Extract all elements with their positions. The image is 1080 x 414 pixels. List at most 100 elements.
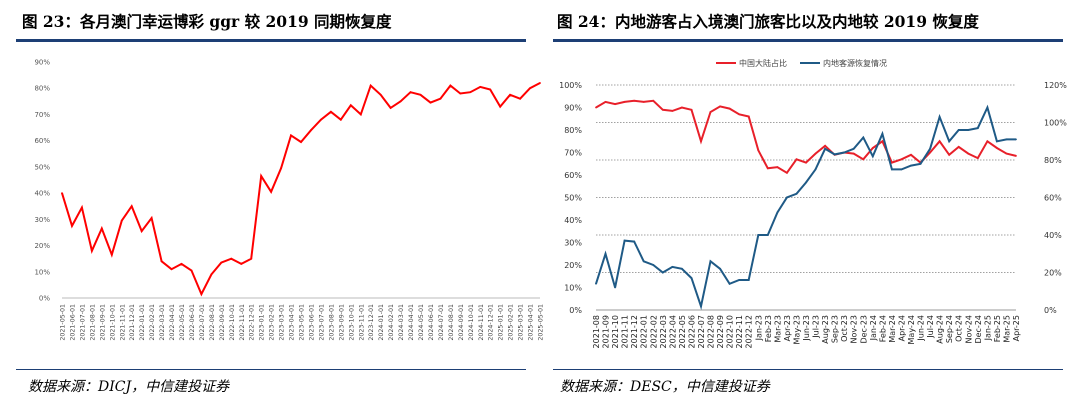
left-y-tick-label: 90%	[564, 104, 582, 113]
x-tick-label: 2021-08-01	[89, 304, 96, 341]
mainland-recovery-point	[728, 282, 731, 285]
x-tick-label: 2021-06-01	[69, 304, 76, 341]
x-tick-label: 2023-11-01	[358, 304, 365, 341]
left-y-tick-label: 60%	[564, 171, 582, 180]
x-tick-label: 2025-04-01	[528, 304, 535, 341]
mainland-recovery-point	[843, 151, 846, 154]
mainland-recovery-point	[986, 106, 989, 109]
mainland-share-point	[766, 167, 769, 170]
mainland-recovery-point	[671, 265, 674, 268]
mainland-share-point	[881, 140, 884, 143]
x-tick-label: 2021-10	[611, 315, 620, 348]
ggr-data-point	[419, 93, 422, 96]
right-y-tick-label: 60%	[1044, 194, 1062, 203]
mainland-share-point	[795, 158, 798, 161]
ggr-data-point	[539, 82, 541, 84]
ggr-data-point	[329, 110, 332, 113]
x-tick-label: Jul-24	[926, 315, 935, 339]
panel2-title-rule	[553, 39, 1063, 42]
ggr-data-point	[220, 261, 223, 264]
ggr-data-point	[81, 206, 83, 209]
mainland-recovery-point	[852, 147, 855, 150]
x-tick-label: 2021-09-01	[99, 304, 106, 341]
ggr-data-point	[429, 101, 432, 104]
mainland-recovery-point	[719, 267, 721, 270]
right-y-tick-label: 0%	[1044, 306, 1057, 315]
mainland-share-point	[747, 115, 750, 118]
x-tick-label: 2024-05-01	[418, 304, 425, 341]
x-tick-label: 2022-05	[678, 315, 687, 348]
x-tick-label: 2022-09-01	[219, 304, 226, 341]
x-tick-label: 2021-11	[621, 315, 630, 348]
mainland-recovery-point	[919, 162, 922, 165]
mainland-share-point	[614, 103, 616, 106]
x-tick-label: Nov-24	[964, 315, 973, 343]
x-tick-label: 2023-10-01	[348, 304, 355, 341]
ggr-data-point	[359, 113, 362, 116]
x-tick-label: 2022-10-01	[229, 304, 236, 341]
left-y-tick-label: 20%	[564, 261, 582, 270]
x-tick-label: 2023-04-01	[289, 304, 296, 341]
mainland-recovery-point	[948, 140, 951, 143]
y-tick-label: 80%	[34, 85, 50, 93]
x-tick-label: Oct-23	[840, 315, 849, 342]
mainland-recovery-point	[938, 115, 941, 118]
mainland-recovery-point	[795, 192, 798, 195]
legend-label: 中国大陆占比	[739, 58, 787, 68]
x-tick-label: Jun-24	[917, 315, 926, 342]
x-tick-label: Aug-24	[936, 315, 945, 344]
mainland-recovery-point	[614, 286, 616, 289]
mainland-recovery-point	[967, 129, 970, 131]
ggr-data-point	[120, 219, 123, 222]
x-tick-label: Aug-23	[821, 315, 830, 344]
ggr-data-point	[90, 249, 93, 252]
ggr-data-point	[200, 293, 203, 295]
x-tick-label: 2022-02-01	[149, 304, 156, 341]
x-tick-label: 2024-12-01	[488, 304, 495, 341]
x-tick-label: 2023-03-01	[279, 304, 286, 341]
mainland-recovery-point	[805, 181, 807, 184]
x-tick-label: Jul-23	[812, 315, 821, 339]
panel2-title: 图 24：内地游客占入境澳门旅客比以及内地较 2019 恢复度	[557, 12, 979, 31]
ggr-data-point	[160, 260, 163, 263]
mainland-share-point	[900, 158, 903, 161]
mainland-share-point	[824, 144, 826, 147]
y-tick-label: 0%	[39, 295, 50, 303]
x-tick-label: 2023-08-01	[328, 304, 335, 341]
right-y-tick-label: 20%	[1044, 269, 1062, 278]
ggr-data-point	[130, 205, 133, 208]
y-tick-label: 70%	[34, 111, 50, 119]
mainland-recovery-point	[957, 129, 960, 131]
ggr-data-point	[339, 118, 342, 121]
mainland-recovery-point	[976, 127, 979, 130]
mainland-share-point	[996, 147, 998, 149]
mainland-recovery-point	[652, 264, 655, 266]
mainland-share-point	[891, 161, 893, 164]
x-tick-label: 2022-10	[726, 315, 735, 348]
x-tick-label: 2025-02-01	[508, 304, 515, 341]
mainland-share-point	[719, 105, 721, 108]
mainland-share-point	[776, 166, 779, 169]
mainland-share-point	[938, 140, 941, 143]
panel1-title-rule	[16, 39, 526, 42]
left-y-tick-label: 100%	[559, 81, 582, 90]
x-tick-label: 2024-11-01	[478, 304, 485, 341]
ggr-data-point	[170, 268, 173, 271]
mainland-recovery-point	[661, 271, 664, 274]
mainland-recovery-point	[757, 234, 760, 236]
ggr-data-point	[499, 105, 502, 108]
x-tick-label: 2023-06-01	[308, 304, 315, 341]
x-tick-label: 2021-09	[602, 315, 611, 348]
mainland-share-point	[728, 107, 731, 110]
x-tick-label: 2022-11	[735, 315, 744, 348]
mainland-recovery-point	[1005, 138, 1008, 141]
mainland-recovery-point	[786, 196, 788, 199]
left-y-tick-label: 50%	[564, 194, 582, 203]
mainland-recovery-point	[929, 147, 931, 150]
y-tick-label: 10%	[34, 268, 50, 276]
ggr-data-point	[230, 257, 233, 260]
mainland-recovery-point	[996, 140, 998, 143]
mainland-recovery-point	[681, 267, 683, 270]
right-y-tick-label: 40%	[1044, 231, 1062, 240]
mainland-share-point	[1015, 154, 1017, 157]
